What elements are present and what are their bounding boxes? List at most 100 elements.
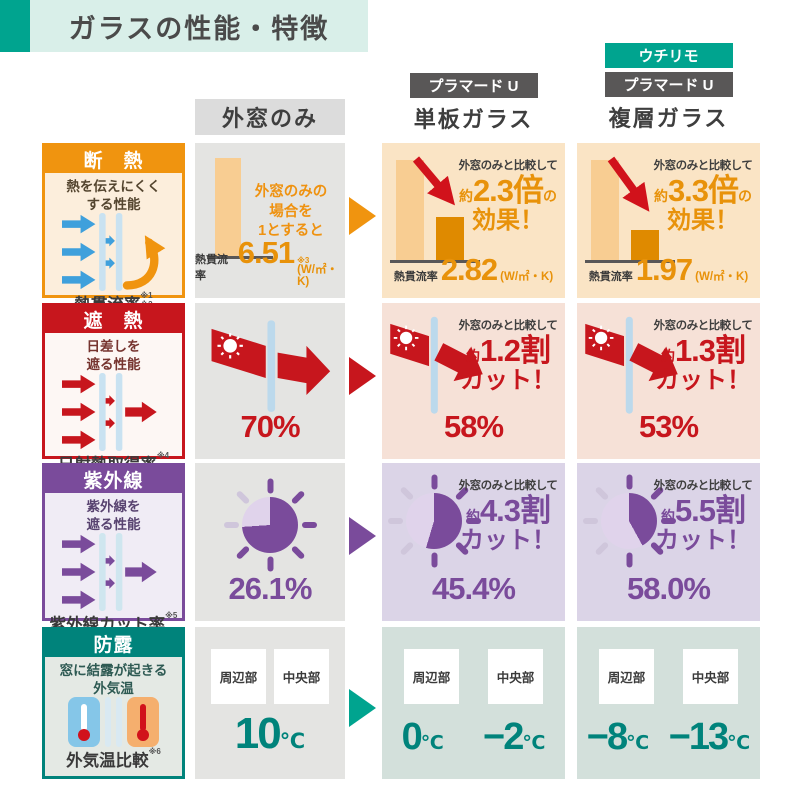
footnote-marks: ※6 xyxy=(148,747,161,757)
compare-label: 外窓のみと比較して xyxy=(653,320,753,332)
insulation-description: 熱を伝えにくく する性能 xyxy=(66,179,161,212)
flow-arrow-icon xyxy=(349,517,376,555)
reference-bar xyxy=(591,160,619,260)
temp-unit: ℃ xyxy=(727,733,751,754)
base-temperature: 10℃ xyxy=(235,709,305,759)
approx: 約 xyxy=(660,348,675,364)
brand-badge-uchirimo: ウチリモ xyxy=(604,43,733,68)
u-value-unit: (W/㎡・K) xyxy=(500,271,554,283)
effect-line: 約1.3割 xyxy=(650,333,756,368)
uv-double-cell: 外窓のみと比較して 約5.5割 カット！ 58.0% xyxy=(577,463,760,621)
condensation-label-card: 防露 窓に結露が起きる 外気温 外気温比較※6 xyxy=(42,627,185,779)
effect-word: カット！ xyxy=(655,366,751,394)
insulation-double-value: 熱貫流率 1.97 (W/㎡・K) xyxy=(577,252,760,288)
effect-word: カット！ xyxy=(460,526,556,554)
metric-caption: 熱貫流率 xyxy=(195,254,228,282)
condensation-base-temps: 10℃ xyxy=(195,709,345,759)
thermometer-compare-icon xyxy=(45,697,182,748)
footnote-mark: ※3 xyxy=(297,256,310,265)
temp-number: −2 xyxy=(483,716,524,758)
shading-base-value: 70% xyxy=(240,409,300,444)
edge-label: 周辺部 xyxy=(404,649,459,704)
flow-arrow-icon xyxy=(349,357,376,395)
center-label: 中央部 xyxy=(274,649,329,704)
metric-text: 外気温比較 xyxy=(66,752,149,771)
cold-thermometer-icon xyxy=(68,697,100,748)
unit-wrap: ※3 (W/㎡・K) xyxy=(297,257,345,288)
chart-axis xyxy=(585,260,675,263)
warm-thermometer-icon xyxy=(127,697,159,748)
insulation-double-bar-chart xyxy=(585,151,681,263)
metric-caption: 熱貫流率 xyxy=(588,271,633,283)
insulation-heat-block-icon xyxy=(45,213,182,292)
flow-arrow-icon xyxy=(349,689,376,727)
chart-axis xyxy=(207,256,273,259)
uv-title: 紫外線 xyxy=(45,466,182,493)
uv-label-card: 紫外線 紫外線を 遮る性能 紫外線カット率※5 xyxy=(42,463,185,634)
u-value-base: 6.51 xyxy=(237,235,295,270)
edge-temperature: 0℃ xyxy=(402,716,444,759)
compare-label: 外窓のみと比較して xyxy=(458,160,558,172)
center-temperature: −13℃ xyxy=(669,716,750,759)
reference-bar xyxy=(396,160,424,260)
shading-sun-block-icon xyxy=(45,373,182,452)
uv-block-icon xyxy=(45,533,182,612)
temp-unit: ℃ xyxy=(522,733,546,754)
base-reference-note: 外窓のみの 場合を 1とすると xyxy=(254,184,328,240)
temp-number: 10 xyxy=(234,709,282,758)
effect-callout: 外窓のみと比較して 約1.3割 カット！ xyxy=(650,317,756,394)
shading-base-cell: 70% xyxy=(195,303,345,459)
approx: 約 xyxy=(465,348,480,364)
edge-label: 周辺部 xyxy=(599,649,654,704)
uv-single-value: 45.4% xyxy=(432,571,516,606)
condensation-double-temps: −8℃ −13℃ xyxy=(577,716,760,759)
flow-arrow-icon xyxy=(349,197,376,235)
effect-number: 1.3割 xyxy=(674,333,746,368)
center-temperature: −2℃ xyxy=(483,716,545,759)
sun-heat-deflected-icon xyxy=(390,316,483,414)
footnote-marks: ※4 xyxy=(156,451,170,461)
effect-line: 約1.2割 xyxy=(455,334,561,368)
center-label: 中央部 xyxy=(683,649,738,704)
page-title: ガラスの性能・特徴 xyxy=(68,13,330,44)
sun-heat-deflected-icon xyxy=(585,316,678,414)
uv-base-value: 26.1% xyxy=(228,571,313,606)
uv-double-value: 58.0% xyxy=(627,571,711,606)
condensation-double-cell: 周辺部 中央部 −8℃ −13℃ xyxy=(577,627,760,779)
insulation-label-card: 断 熱 熱を伝えにくく する性能 熱貫流率※1 ※2 xyxy=(42,143,185,314)
effect-callout: 外窓のみと比較して 約5.5割 カット！ xyxy=(650,477,756,554)
unit-wrap: (W/㎡・K) xyxy=(695,271,749,284)
chart-axis xyxy=(390,260,480,263)
glass-pane xyxy=(116,697,122,748)
shading-single-cell: 外窓のみと比較して 約1.2割 カット！ 58% xyxy=(382,303,565,459)
effect-word: 効果！ xyxy=(667,206,739,234)
effect-number: 3.3倍 xyxy=(667,173,739,208)
uv-description: 紫外線を 遮る性能 xyxy=(86,499,141,532)
shading-double-cell: 外窓のみと比較して 約1.3割 カット！ 53% xyxy=(577,303,760,459)
position-labels: 周辺部 中央部 xyxy=(382,649,565,704)
shading-title: 遮 熱 xyxy=(45,306,182,333)
glass-pane xyxy=(105,697,111,748)
insulation-base-bar-chart xyxy=(207,151,335,259)
effect-callout: 外窓のみと比較して 約4.3割 カット！ xyxy=(455,477,561,554)
improved-bar xyxy=(631,230,659,260)
insulation-title: 断 熱 xyxy=(45,146,182,173)
row-shading: 遮 熱 日差しを 遮る性能 日射熱取得率※4 xyxy=(0,303,800,474)
effect-line: 約5.5割 xyxy=(650,493,756,528)
footnote-marks: ※5 xyxy=(165,611,178,621)
uv-sun-pie-icon xyxy=(386,473,482,569)
row-uv: 紫外線 紫外線を 遮る性能 紫外線カット率※5 xyxy=(0,463,800,634)
effect-number: 5.5割 xyxy=(674,493,746,528)
effect-word: 効果！ xyxy=(472,206,544,234)
approx: 約 xyxy=(465,508,480,524)
insulation-single-value: 熱貫流率 2.82 (W/㎡・K) xyxy=(382,252,565,288)
compare-label: 外窓のみと比較して xyxy=(458,320,558,332)
shading-double-value: 53% xyxy=(638,409,699,444)
u-value-unit: (W/㎡・K) xyxy=(695,271,749,283)
condensation-title: 防露 xyxy=(45,630,182,657)
row-insulation: 断 熱 熱を伝えにくく する性能 熱貫流率※1 ※2 xyxy=(0,143,800,314)
shading-label-card: 遮 熱 日差しを 遮る性能 日射熱取得率※4 xyxy=(42,303,185,474)
u-value-unit: (W/㎡・K) xyxy=(297,264,338,288)
insulation-single-bar-chart xyxy=(390,151,486,263)
